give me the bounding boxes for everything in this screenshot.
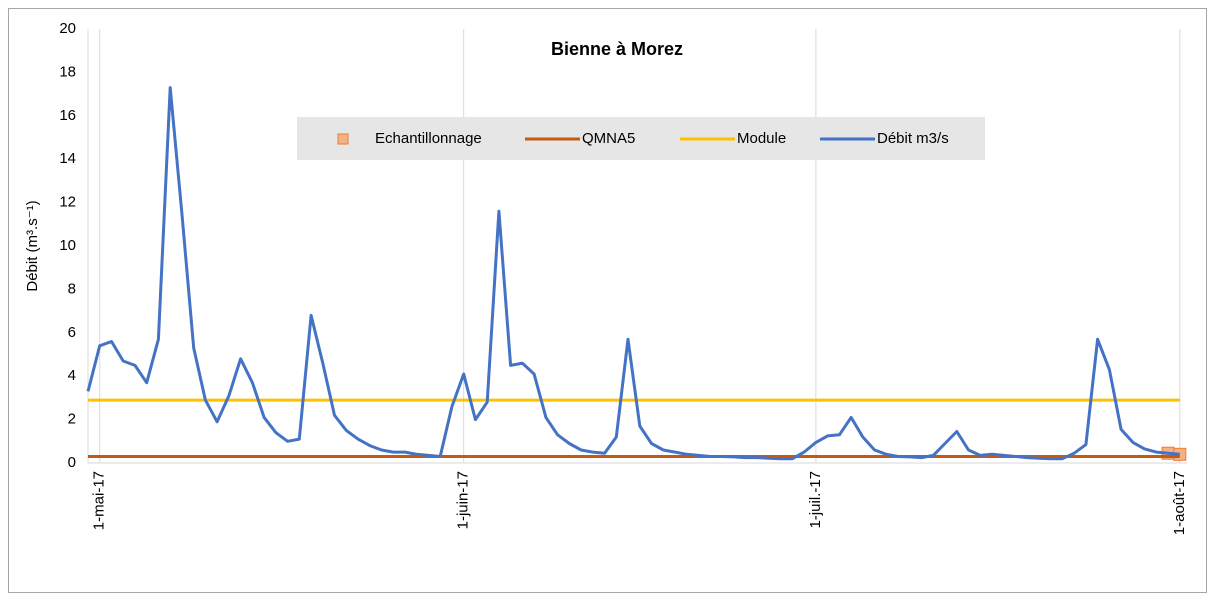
legend-label: QMNA5	[582, 130, 635, 147]
y-tick-label: 14	[59, 150, 76, 167]
y-tick-label: 18	[59, 63, 76, 80]
y-tick-label: 20	[59, 20, 76, 37]
x-tick-label: 1-août-17	[1171, 471, 1188, 535]
y-tick-label: 6	[68, 324, 76, 341]
grid	[87, 29, 1187, 464]
series-line	[86, 86, 1180, 461]
y-tick-label: 12	[59, 194, 76, 211]
y-tick-label: 4	[68, 367, 76, 384]
y-axis-label: Débit (m³.s⁻¹)	[24, 200, 41, 291]
chart-title: Bienne à Morez	[551, 39, 683, 59]
x-tick-label: 1-juil.-17	[807, 471, 824, 529]
legend-label: Débit m3/s	[877, 130, 949, 147]
x-tick-label: 1-mai-17	[91, 471, 108, 530]
y-tick-label: 16	[59, 107, 76, 124]
y-tick-label: 0	[68, 454, 76, 471]
legend-label: Echantillonnage	[375, 130, 482, 147]
legend-label: Module	[737, 130, 786, 147]
y-tick-label: 10	[59, 237, 76, 254]
x-tick-label: 1-juin-17	[455, 471, 472, 529]
chart-frame	[8, 8, 1207, 593]
legend-swatch	[337, 133, 349, 145]
y-tick-label: 2	[68, 411, 76, 428]
y-tick-label: 8	[68, 280, 76, 297]
